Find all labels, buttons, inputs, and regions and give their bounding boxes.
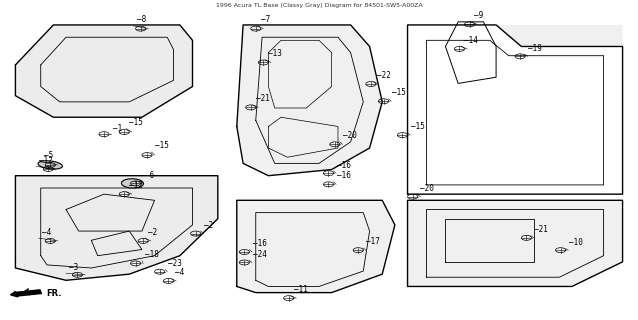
- Text: —15: —15: [154, 141, 168, 150]
- Text: —22: —22: [377, 71, 391, 80]
- Text: —12: —12: [130, 181, 143, 190]
- Text: —4: —4: [42, 228, 51, 236]
- Text: —19: —19: [528, 44, 542, 52]
- Text: —1: —1: [114, 124, 122, 133]
- Polygon shape: [15, 176, 218, 280]
- Ellipse shape: [121, 179, 144, 188]
- Text: —13: —13: [269, 49, 282, 58]
- Text: —23: —23: [168, 259, 182, 268]
- Text: —11: —11: [293, 285, 308, 294]
- Text: —4: —4: [175, 268, 184, 277]
- Text: —5: —5: [44, 151, 53, 160]
- Text: —20: —20: [343, 131, 357, 140]
- Text: —18: —18: [145, 250, 159, 260]
- Polygon shape: [408, 200, 623, 286]
- Polygon shape: [237, 200, 395, 292]
- Text: —9: —9: [474, 11, 483, 20]
- Text: —16: —16: [253, 239, 267, 248]
- Text: —2: —2: [148, 228, 158, 236]
- Text: —12: —12: [40, 156, 54, 165]
- Text: —10: —10: [569, 238, 582, 247]
- Text: —2: —2: [204, 220, 213, 229]
- Text: —21: —21: [534, 225, 548, 234]
- Text: —6: —6: [145, 171, 154, 180]
- FancyArrow shape: [10, 290, 41, 297]
- Text: —15: —15: [130, 118, 143, 127]
- Polygon shape: [237, 25, 382, 176]
- Text: FR.: FR.: [46, 289, 61, 298]
- Ellipse shape: [38, 161, 63, 169]
- Polygon shape: [408, 25, 623, 194]
- Text: —24: —24: [253, 250, 267, 259]
- Polygon shape: [15, 25, 193, 117]
- Text: —8: —8: [137, 15, 146, 24]
- Text: —16: —16: [337, 171, 351, 180]
- Text: —3: —3: [69, 263, 78, 272]
- Text: —17: —17: [366, 237, 380, 246]
- Text: —14: —14: [464, 36, 478, 45]
- Text: —16: —16: [337, 161, 351, 170]
- Text: —15: —15: [411, 122, 424, 131]
- Text: —20: —20: [420, 184, 434, 193]
- Text: —21: —21: [256, 94, 270, 103]
- Text: —15: —15: [392, 88, 406, 97]
- Text: —7: —7: [261, 15, 270, 24]
- Title: 1996 Acura TL Base (Classy Gray) Diagram for 84501-SW5-A00ZA: 1996 Acura TL Base (Classy Gray) Diagram…: [216, 3, 422, 8]
